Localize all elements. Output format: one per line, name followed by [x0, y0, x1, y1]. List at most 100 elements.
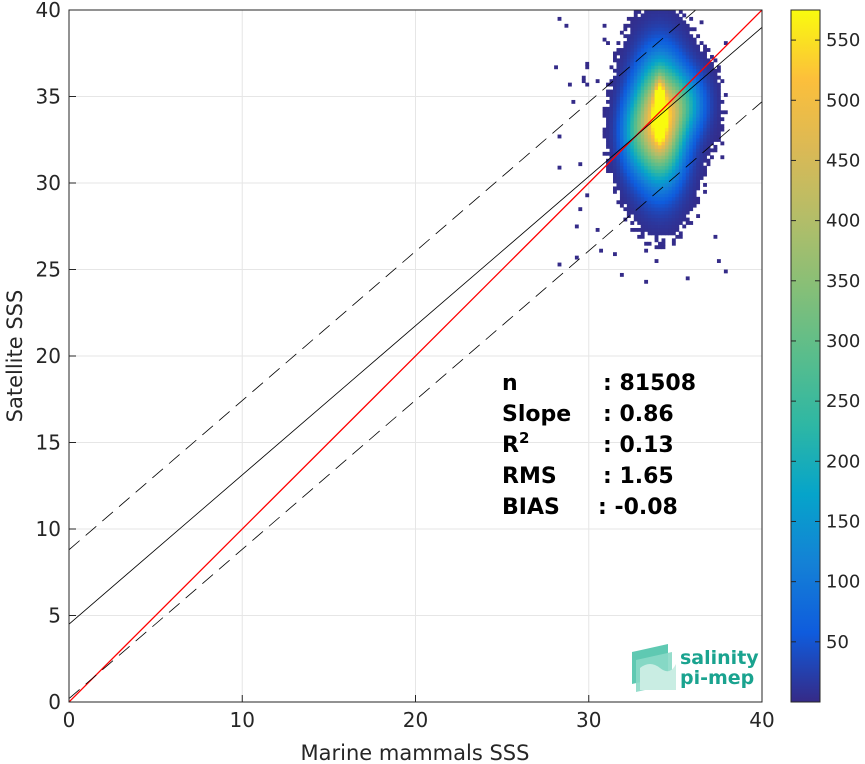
density-cell: [651, 148, 655, 153]
density-cell: [647, 54, 652, 59]
density-cell: [682, 172, 687, 177]
density-cell: [626, 86, 631, 90]
density-cell: [678, 172, 683, 177]
density-cell: [637, 214, 642, 218]
density-cell: [651, 16, 655, 21]
density-cell: [658, 23, 662, 28]
density-cell: [651, 172, 655, 177]
density-cell: [658, 106, 662, 111]
density-cell: [623, 131, 628, 135]
density-cell: [619, 155, 624, 160]
density-cell: [706, 79, 711, 84]
density-cell: [692, 48, 697, 52]
density-cell: [664, 155, 669, 160]
density-cell: [647, 37, 652, 42]
density-cell: [706, 68, 711, 73]
density-cell: [633, 34, 638, 39]
density-cell: [692, 27, 697, 32]
density-cell: [609, 65, 614, 70]
density-cell: [668, 155, 673, 160]
density-cell: [668, 30, 673, 35]
density-cell: [630, 141, 635, 146]
density-cell: [602, 106, 607, 111]
density-cell: [671, 103, 676, 108]
density-cell: [633, 138, 638, 142]
density-cell: [630, 151, 635, 156]
density-cell: [671, 203, 676, 208]
density-cell: [706, 148, 711, 153]
density-cell: [619, 82, 624, 87]
density-cell: [651, 162, 655, 167]
density-cell: [692, 51, 697, 56]
density-cell: [661, 127, 666, 132]
density-cell: [664, 141, 669, 146]
density-cell: [682, 200, 687, 205]
density-cell: [637, 124, 642, 129]
density-cell: [682, 196, 687, 201]
density-cell: [671, 37, 676, 42]
density-cell: [654, 148, 659, 153]
density-cell: [713, 79, 718, 84]
density-cell: [626, 54, 631, 59]
density-cell: [626, 44, 631, 49]
density-cell: [678, 120, 683, 125]
density-cell: [640, 131, 645, 135]
density-cell: [633, 113, 638, 118]
density-cell: [664, 196, 669, 201]
density-cell: [616, 183, 621, 187]
density-cell: [619, 186, 624, 191]
density-cell: [713, 234, 718, 239]
density-cell: [678, 93, 683, 97]
density-cell: [637, 179, 642, 184]
density-cell: [658, 193, 662, 198]
density-cell: [675, 120, 680, 125]
density-cell: [623, 99, 628, 104]
density-cell: [682, 214, 687, 218]
density-cell: [630, 86, 635, 90]
density-cell: [710, 93, 714, 97]
density-cell: [654, 54, 659, 59]
density-cell: [664, 131, 669, 135]
density-cell: [671, 169, 676, 174]
density-cell: [626, 58, 631, 63]
x-axis-ticks: 0 10 20 30 40: [63, 695, 775, 732]
density-cell: [644, 93, 649, 97]
density-cell: [689, 16, 694, 21]
density-cell: [664, 61, 669, 66]
density-cell: [706, 124, 711, 129]
density-cell: [637, 134, 642, 139]
density-cell: [692, 72, 697, 77]
colorbar-tick-label: 150: [826, 511, 860, 532]
density-cell: [654, 207, 659, 212]
density-cell: [699, 75, 704, 80]
density-cell: [623, 58, 628, 63]
density-cell: [664, 110, 669, 115]
density-cell: [671, 179, 676, 184]
density-cell: [678, 10, 683, 14]
density-cell: [668, 61, 673, 66]
density-cell: [640, 169, 645, 174]
density-cell: [685, 186, 690, 191]
density-cell: [602, 151, 607, 156]
density-cell: [716, 113, 721, 118]
density-cell: [692, 117, 697, 122]
density-cell: [619, 134, 624, 139]
density-cell: [664, 34, 669, 39]
density-cell: [696, 120, 701, 125]
density-cell: [633, 96, 638, 101]
density-cell: [633, 155, 638, 160]
density-cell: [706, 158, 711, 163]
density-cell: [664, 214, 669, 218]
density-cell: [692, 203, 697, 208]
density-cell: [658, 134, 662, 139]
density-cell: [664, 10, 669, 14]
density-cell: [654, 231, 659, 236]
density-cell: [675, 224, 680, 229]
density-cell: [696, 162, 701, 167]
density-cell: [661, 124, 666, 129]
density-cell: [675, 186, 680, 191]
density-cell: [685, 158, 690, 163]
density-cell: [668, 79, 673, 84]
density-cell: [675, 203, 680, 208]
density-cell: [644, 207, 649, 212]
